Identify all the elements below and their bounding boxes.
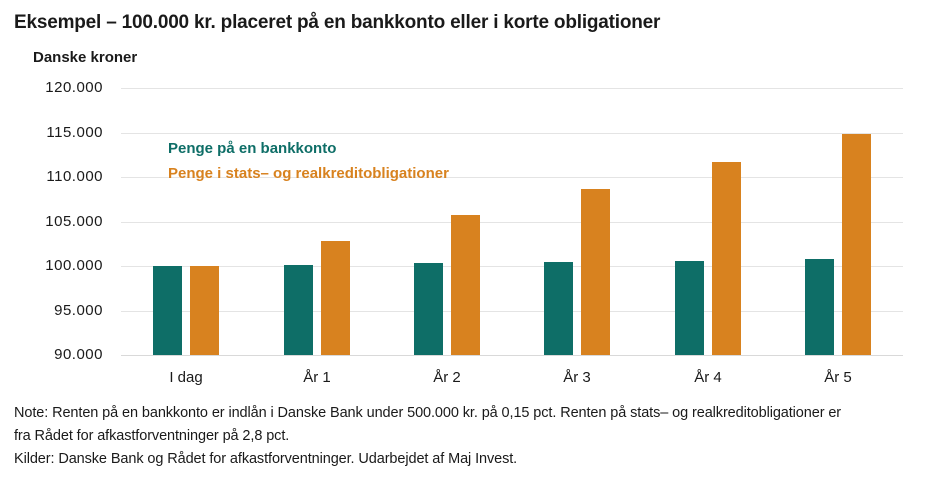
- y-axis-tick-label: 95.000: [54, 302, 103, 319]
- note-line-3: Kilder: Danske Bank og Rådet for afkastf…: [14, 451, 518, 467]
- footnote: Note: Renten på en bankkonto er indlån i…: [14, 402, 841, 471]
- bar-bankkonto: [284, 265, 313, 355]
- x-axis-tick-label: År 2: [433, 369, 461, 386]
- x-axis-tick-label: År 3: [563, 369, 591, 386]
- note-line-2: fra Rådet for afkastforventninger på 2,8…: [14, 428, 290, 444]
- x-axis-tick-label: År 1: [303, 369, 331, 386]
- bar-bankkonto: [675, 261, 704, 355]
- bar-bankkonto: [544, 262, 573, 355]
- bar-obligationer: [321, 241, 350, 355]
- bar-obligationer: [451, 215, 480, 355]
- bar-bankkonto: [805, 259, 834, 355]
- gridline: [121, 222, 903, 223]
- legend-item-bankkonto: Penge på en bankkonto: [168, 140, 337, 157]
- bar-obligationer: [842, 134, 871, 355]
- gridline: [121, 177, 903, 178]
- gridline: [121, 133, 903, 134]
- y-axis-tick-label: 110.000: [46, 168, 103, 185]
- y-axis-tick-label: 90.000: [54, 346, 103, 363]
- gridline: [121, 311, 903, 312]
- gridline: [121, 266, 903, 267]
- note-line-1: Note: Renten på en bankkonto er indlån i…: [14, 405, 842, 421]
- y-axis-tick-label: 100.000: [45, 257, 103, 274]
- chart-title: Eksempel – 100.000 kr. placeret på en ba…: [14, 12, 661, 33]
- y-axis-tick-labels: 120.000 115.000 110.000 105.000 100.000 95.00…: [0, 79, 103, 363]
- bar-bankkonto: [153, 266, 182, 355]
- x-axis-tick-label: År 5: [824, 369, 852, 386]
- x-axis-labels: I dag År 1 År 2 År 3 År 4 År 5: [0, 369, 932, 391]
- legend-item-obligationer: Penge i stats– og realkreditobligationer: [168, 165, 449, 182]
- x-axis-tick-label: År 4: [694, 369, 722, 386]
- x-axis-tick-label: I dag: [169, 369, 203, 386]
- gridline: [121, 88, 903, 89]
- y-axis-title: Danske kroner: [33, 49, 138, 66]
- bar-bankkonto: [414, 263, 443, 355]
- y-axis-tick-label: 120.000: [45, 79, 103, 96]
- y-axis-tick-label: 115.000: [46, 124, 103, 141]
- y-axis-tick-label: 105.000: [45, 213, 103, 230]
- gridline: [121, 355, 903, 356]
- plot-area: [121, 88, 903, 356]
- chart-legend: Penge på en bankkonto Penge i stats– og …: [168, 136, 449, 186]
- bar-obligationer: [190, 266, 219, 355]
- bar-obligationer: [581, 189, 610, 355]
- bar-obligationer: [712, 162, 741, 355]
